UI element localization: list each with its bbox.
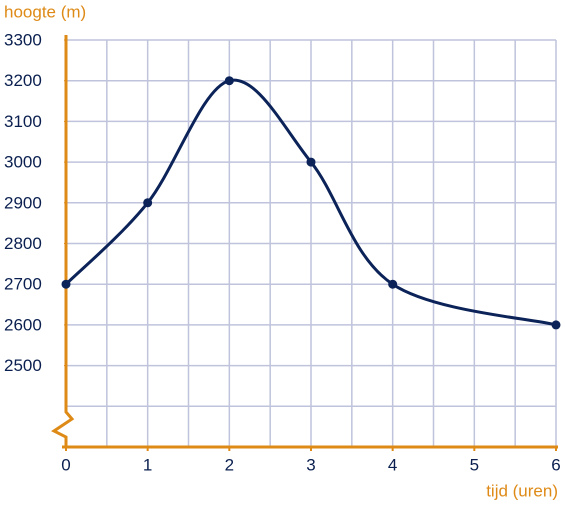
point [224,76,234,86]
y-tick-label: 2600 [4,315,42,334]
x-axis-title: tijd (uren) [486,481,558,500]
x-tick-label: 4 [388,455,397,474]
y-axis-title: hoogte (m) [4,2,86,21]
y-tick-label: 3300 [4,30,42,49]
y-tick-label: 2500 [4,356,42,375]
x-tick-label: 1 [143,455,152,474]
y-tick-label: 3100 [4,112,42,131]
point [143,198,153,208]
y-tick-label: 3000 [4,153,42,172]
y-tick-label: 2900 [4,193,42,212]
y-tick-label: 3200 [4,71,42,90]
y-tick-label: 2700 [4,275,42,294]
x-tick-label: 3 [306,455,315,474]
x-tick-label: 2 [225,455,234,474]
point [551,320,561,330]
x-tick-label: 0 [61,455,70,474]
point [61,279,71,289]
point [306,157,316,167]
y-tick-label: 2800 [4,234,42,253]
point [388,279,398,289]
y-axis [51,35,75,447]
x-tick-label: 6 [551,455,560,474]
x-tick-label: 5 [470,455,479,474]
